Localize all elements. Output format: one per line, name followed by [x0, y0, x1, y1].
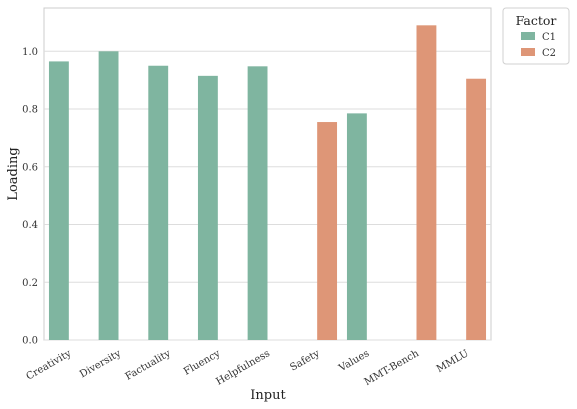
bar-c2-mmt-bench	[416, 25, 437, 340]
legend-swatch-c2	[521, 48, 535, 56]
x-axis-label: Input	[250, 388, 286, 403]
y-tick-labels: 0.0 0.2 0.4 0.6 0.8 1.0	[22, 47, 38, 347]
y-tick-label: 0.4	[22, 220, 38, 231]
y-tick-label: 0.6	[22, 162, 38, 173]
legend-label-c2: C2	[542, 48, 556, 59]
x-tick-label: MMT-Bench	[363, 348, 422, 388]
x-tick-label: Safety	[288, 348, 322, 374]
bar-c1-factuality	[148, 65, 169, 340]
bar-c2-mmlu	[466, 78, 487, 340]
bar-c1-values	[346, 113, 367, 340]
y-tick-label: 0.2	[22, 278, 38, 289]
legend-label-c1: C1	[542, 32, 556, 43]
x-tick-label: Factuality	[124, 348, 173, 383]
bar-c2-safety	[317, 122, 338, 340]
x-tick-label: MMLU	[435, 348, 471, 375]
y-tick-label: 0.8	[22, 105, 38, 116]
bar-c1-creativity	[48, 61, 69, 341]
y-tick-label: 0.0	[22, 336, 38, 347]
bar-c1-diversity	[98, 51, 119, 340]
x-tick-labels: Creativity Diversity Factuality FluencyHelp…	[24, 348, 470, 388]
bars	[48, 25, 487, 341]
bar-c1-fluency	[197, 75, 218, 340]
legend-title: Factor	[516, 13, 557, 28]
x-tick-label: Values	[336, 348, 371, 375]
x-tick-label: Diversity	[78, 348, 123, 380]
x-tick-label: Fluency	[182, 348, 223, 378]
legend: Factor C1 C2	[502, 7, 570, 65]
bar-c1-helpfulness	[247, 66, 268, 340]
y-tick-label: 1.0	[22, 47, 38, 58]
legend-frame	[502, 7, 570, 65]
y-axis-label: Loading	[6, 147, 21, 200]
x-tick-label: Helpfulness	[214, 348, 272, 388]
legend-swatch-c1	[521, 32, 535, 40]
x-tick-label: Creativity	[24, 348, 73, 383]
